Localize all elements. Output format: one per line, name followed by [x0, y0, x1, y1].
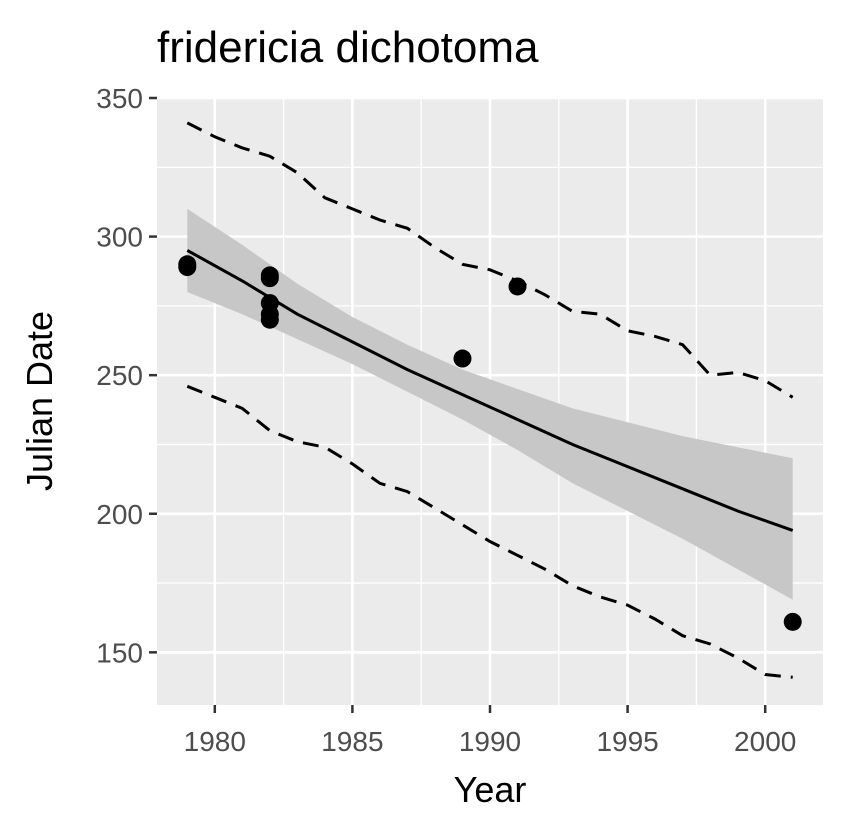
upper-dashed-line [186, 121, 794, 399]
x-axis: 1980 1985 1990 1995 2000 [184, 705, 796, 757]
data-point [260, 266, 279, 285]
y-tick-label: 350 [96, 83, 143, 114]
x-tick-label: 1990 [459, 726, 521, 757]
y-tick-label: 150 [96, 637, 143, 668]
y-tick-label: 200 [96, 499, 143, 530]
y-tick-label: 250 [96, 360, 143, 391]
confidence-ribbon [187, 208, 793, 600]
data-point [260, 294, 279, 313]
y-axis-title: Julian Date [19, 311, 60, 491]
y-axis: 150 200 250 300 350 [96, 83, 157, 668]
y-tick-label: 300 [96, 222, 143, 253]
chart-title: fridericia dichotoma [157, 23, 539, 72]
x-tick-label: 1980 [184, 726, 246, 757]
x-tick-label: 1985 [321, 726, 383, 757]
x-tick-label: 1995 [596, 726, 658, 757]
fit-line [186, 249, 794, 532]
data-points [178, 255, 802, 631]
data-point [783, 612, 802, 631]
x-tick-label: 2000 [734, 726, 796, 757]
lower-dashed-line [186, 384, 793, 679]
x-axis-title: Year [454, 769, 527, 810]
data-point [508, 277, 527, 296]
data-point [453, 349, 472, 368]
data-point [178, 255, 197, 274]
